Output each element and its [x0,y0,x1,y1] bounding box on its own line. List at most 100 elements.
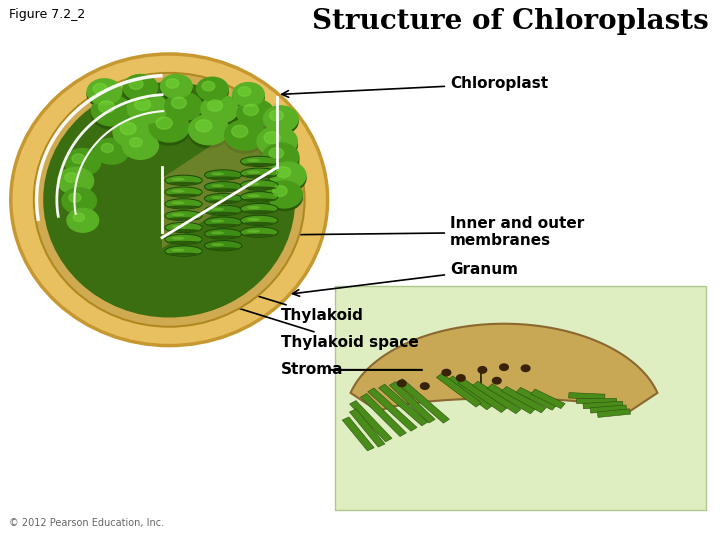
Circle shape [67,208,99,232]
Circle shape [276,167,291,178]
Ellipse shape [204,217,242,227]
Polygon shape [162,103,276,248]
Ellipse shape [242,186,276,190]
Circle shape [165,92,202,120]
Circle shape [420,383,429,389]
Circle shape [233,83,264,106]
Ellipse shape [206,200,240,203]
Circle shape [264,132,280,144]
Circle shape [161,77,192,100]
Text: Structure of Chloroplasts: Structure of Chloroplasts [312,8,709,35]
Ellipse shape [211,172,224,176]
Polygon shape [583,401,623,409]
Circle shape [237,102,274,130]
Polygon shape [472,381,521,414]
Ellipse shape [211,184,224,187]
Ellipse shape [165,175,202,185]
Circle shape [189,118,229,148]
Circle shape [69,193,81,202]
Circle shape [492,377,501,384]
Ellipse shape [43,82,295,318]
Polygon shape [576,398,616,403]
Circle shape [266,184,302,211]
Circle shape [165,95,202,123]
Ellipse shape [206,212,240,215]
Circle shape [135,98,150,110]
Ellipse shape [171,225,184,228]
Circle shape [197,77,228,101]
Circle shape [201,98,238,126]
Ellipse shape [171,190,184,193]
Text: Figure 7.2_2: Figure 7.2_2 [9,8,85,21]
Ellipse shape [166,194,201,197]
Circle shape [264,109,298,134]
Ellipse shape [242,163,276,166]
Ellipse shape [247,171,260,174]
Ellipse shape [204,229,242,239]
Ellipse shape [204,241,242,251]
Ellipse shape [165,222,202,233]
Ellipse shape [242,234,276,237]
Circle shape [91,96,132,126]
Text: Thylakoid space: Thylakoid space [181,289,418,350]
Ellipse shape [247,218,260,221]
Circle shape [237,99,274,127]
Circle shape [442,369,451,376]
Text: © 2012 Pearson Education, Inc.: © 2012 Pearson Education, Inc. [9,518,163,528]
Circle shape [127,96,168,126]
Ellipse shape [211,208,224,211]
Ellipse shape [242,175,276,178]
Polygon shape [342,417,374,451]
Circle shape [122,132,158,159]
Circle shape [120,123,136,134]
Circle shape [273,186,287,197]
Circle shape [263,146,299,173]
Ellipse shape [204,205,242,215]
Circle shape [225,120,265,150]
Ellipse shape [242,210,276,213]
Circle shape [149,112,189,142]
Ellipse shape [206,235,240,239]
Polygon shape [361,394,406,436]
Circle shape [87,79,122,105]
Circle shape [202,82,215,91]
Ellipse shape [211,243,224,246]
Ellipse shape [171,248,184,252]
Circle shape [233,85,264,109]
Ellipse shape [166,205,201,208]
Circle shape [123,75,158,100]
Polygon shape [597,409,631,417]
Ellipse shape [242,222,276,225]
Ellipse shape [211,196,224,199]
Circle shape [263,143,299,170]
Ellipse shape [206,188,240,191]
Circle shape [113,117,153,147]
Ellipse shape [206,247,240,251]
Circle shape [166,79,179,88]
Circle shape [65,173,77,183]
Ellipse shape [240,168,278,178]
Ellipse shape [211,231,224,234]
Circle shape [257,126,297,157]
Circle shape [72,154,84,164]
Ellipse shape [247,194,260,197]
Ellipse shape [240,180,278,190]
Circle shape [197,79,228,103]
Circle shape [189,114,229,145]
Circle shape [243,104,258,116]
Ellipse shape [247,206,260,209]
Ellipse shape [204,181,242,192]
Ellipse shape [165,246,202,256]
Ellipse shape [166,182,201,185]
Circle shape [269,110,284,121]
Ellipse shape [166,253,201,256]
Polygon shape [349,409,385,447]
Circle shape [397,380,406,387]
Circle shape [87,82,122,107]
Ellipse shape [34,73,305,327]
Ellipse shape [247,159,260,162]
Polygon shape [390,382,435,423]
Circle shape [149,115,189,145]
Polygon shape [502,387,546,413]
Circle shape [207,100,222,111]
